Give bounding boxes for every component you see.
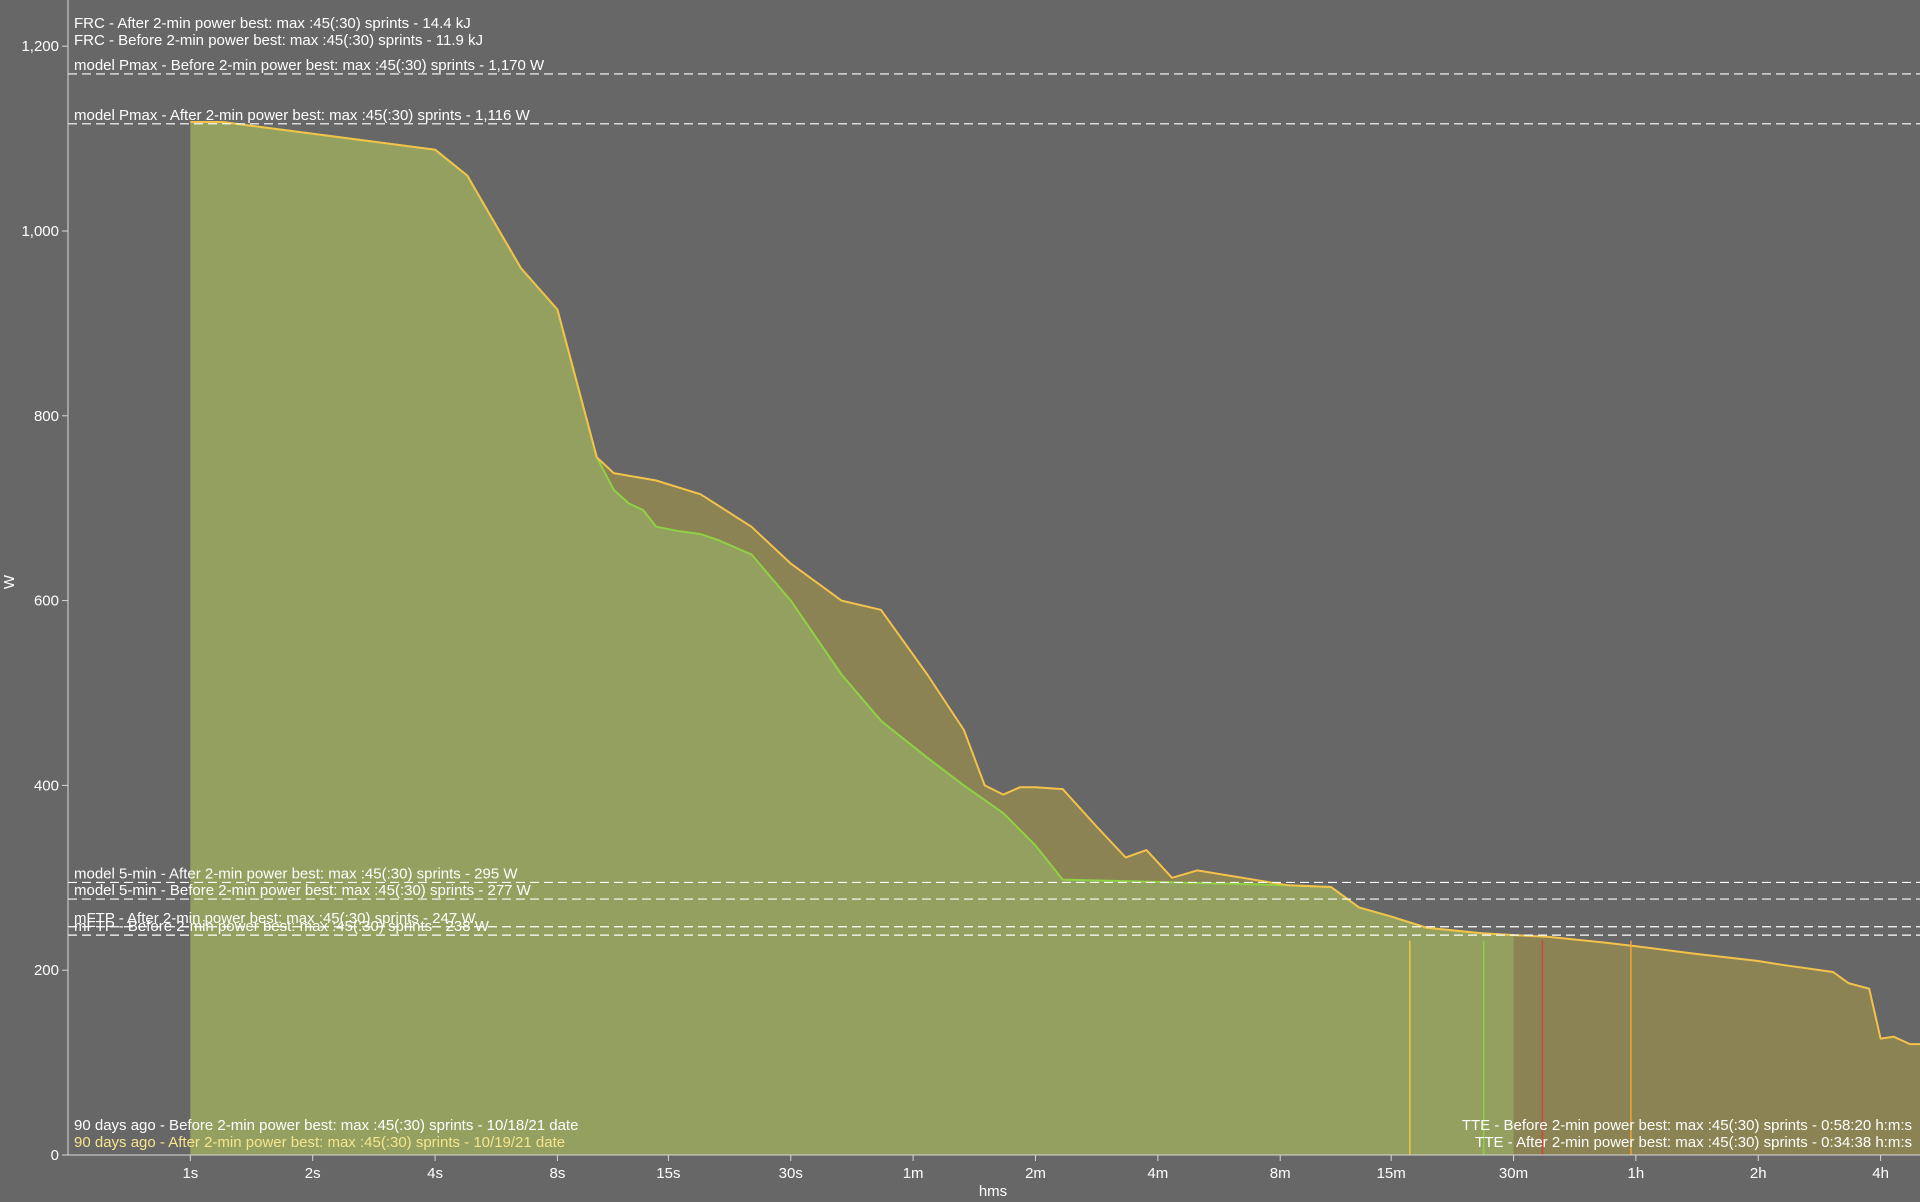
series-fills [190, 122, 1920, 1155]
y-tick-label-4: 800 [34, 408, 59, 425]
x-tick-label-9: 8m [1270, 1165, 1291, 1182]
x-tick-label-0: 1s [182, 1165, 198, 1182]
y-tick-label-1: 200 [34, 962, 59, 979]
tte-after-annotation: TTE - After 2-min power best: max :45(:3… [1475, 1134, 1912, 1151]
reference-line-label-2: model 5-min - After 2-min power best: ma… [74, 865, 518, 882]
y-tick-label-3: 600 [34, 593, 59, 610]
date-after-annotation: 90 days ago - After 2-min power best: ma… [74, 1134, 565, 1151]
reference-line-label-4: mFTP - After 2-min power best: max :45(:… [74, 910, 476, 927]
x-tick-label-13: 2h [1750, 1165, 1767, 1182]
tte-before-annotation: TTE - Before 2-min power best: max :45(:… [1462, 1117, 1912, 1134]
y-tick-label-6: 1,200 [21, 38, 59, 55]
x-tick-label-3: 8s [550, 1165, 566, 1182]
reference-line-label-5: mFTP - Before 2-min power best: max :45(… [74, 918, 490, 935]
frc-before-annotation: FRC - Before 2-min power best: max :45(:… [74, 32, 483, 49]
y-tick-label-2: 400 [34, 777, 59, 794]
reference-line-label-0: model Pmax - Before 2-min power best: ma… [74, 57, 545, 74]
frc-after-annotation: FRC - After 2-min power best: max :45(:3… [74, 15, 471, 32]
series-lines [190, 121, 1920, 1046]
y-tick-label-0: 0 [51, 1147, 59, 1164]
vertical-markers [1409, 940, 1632, 1155]
x-tick-label-10: 15m [1377, 1165, 1406, 1182]
reference-line-label-3: model 5-min - Before 2-min power best: m… [74, 882, 532, 899]
x-tick-label-11: 30m [1499, 1165, 1528, 1182]
reference-lines: model Pmax - Before 2-min power best: ma… [68, 57, 1920, 936]
x-tick-label-14: 4h [1872, 1165, 1889, 1182]
axis-ticks: 0 200 400 600 800 1,000 1,200 1s 2s 4s 8s 15s 30s 1m 2… [21, 38, 1888, 1182]
x-tick-label-2: 4s [427, 1165, 443, 1182]
x-tick-label-5: 30s [779, 1165, 803, 1182]
x-tick-label-6: 1m [903, 1165, 924, 1182]
y-tick-label-5: 1,000 [21, 223, 59, 240]
x-tick-label-8: 4m [1147, 1165, 1168, 1182]
series-area-after [190, 122, 1514, 1155]
x-tick-label-7: 2m [1025, 1165, 1046, 1182]
x-axis-label: hms [979, 1183, 1007, 1200]
date-before-annotation: 90 days ago - Before 2-min power best: m… [74, 1117, 578, 1134]
y-axis-label: W [1, 574, 18, 589]
annotations: FRC - After 2-min power best: max :45(:3… [74, 15, 1912, 1151]
series-line-before [190, 121, 1920, 1046]
x-tick-label-1: 2s [305, 1165, 321, 1182]
x-tick-label-12: 1h [1628, 1165, 1645, 1182]
x-tick-label-4: 15s [656, 1165, 680, 1182]
reference-line-label-1: model Pmax - After 2-min power best: max… [74, 107, 531, 124]
